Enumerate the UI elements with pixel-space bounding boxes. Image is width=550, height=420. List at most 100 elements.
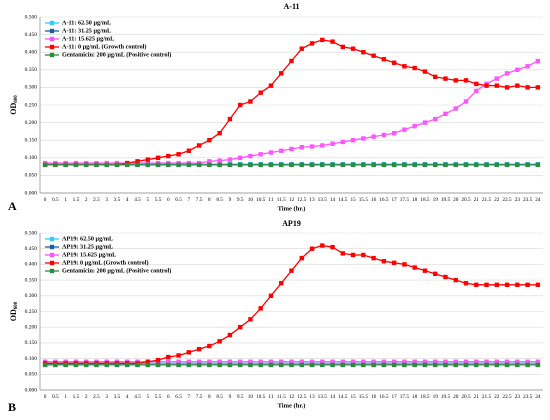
x-tick-label: 10.5 [256,394,266,400]
x-tick-label: 19 [433,394,439,400]
data-point [125,362,130,368]
data-point [53,162,58,168]
data-point [463,362,469,368]
data-point [196,143,202,148]
data-point [237,155,243,160]
x-tick-label: 8 [208,394,211,400]
y-axis-label-main: OD [9,309,18,321]
data-point [186,359,192,364]
x-tick-label: 13.5 [318,394,328,400]
data-point [412,359,417,364]
x-tick-label: 11 [268,394,273,400]
x-tick-label: 19.5 [441,197,451,203]
data-point [176,359,181,364]
data-point [391,260,397,266]
data-point [350,252,356,258]
data-point [494,76,500,81]
x-tick-label: 23 [515,394,521,400]
data-point [309,362,315,368]
data-point [402,162,407,168]
data-point [484,162,489,168]
data-point [433,362,438,368]
data-point [125,162,130,168]
data-point [237,102,243,108]
data-point [433,359,438,364]
x-tick-label: 14 [330,394,336,400]
x-tick-label: 2.5 [93,394,100,400]
x-tick-label: 0 [44,197,47,203]
data-point [289,268,294,273]
legend-marker [49,52,55,58]
data-point [361,50,366,55]
data-point [535,282,541,288]
data-point [268,293,274,298]
data-point [340,362,346,368]
y-tick-label: 0.200 [25,324,38,330]
legend-marker [49,252,55,258]
x-tick-label: 9 [229,197,232,203]
data-point [320,359,325,364]
data-point [402,359,407,364]
x-tick-label: 6.5 [175,394,182,400]
legend-label: Gentamicin: 200 µg/mL (Positive control) [62,267,171,274]
data-point [525,359,530,364]
y-axis-label-sub: 600 [14,95,19,103]
data-point [494,162,500,168]
x-tick-label: 10.5 [256,197,266,203]
x-tick-label: 7 [188,197,191,203]
data-point [422,120,428,125]
data-point [330,39,335,44]
y-tick-label: 0.150 [25,137,38,143]
data-point [42,162,48,168]
data-point [371,362,376,368]
data-point [535,362,541,368]
x-tick-label: 6.5 [175,197,182,203]
data-point [145,362,150,368]
data-point [433,116,438,122]
legend-marker [49,236,55,242]
data-point [381,57,387,62]
data-point [494,359,500,364]
data-point [268,162,274,168]
x-tick-label: 18 [412,197,418,203]
data-point [73,162,79,168]
x-tick-label: 10 [248,197,254,203]
data-point [320,143,325,148]
x-tick-label: 14.5 [338,197,348,203]
data-point [412,362,417,368]
y-tick-label: 0.450 [25,246,38,252]
x-tick-label: 23 [515,197,521,203]
data-point [196,362,202,368]
data-point [299,162,304,168]
data-point [443,111,448,116]
x-tick-label: 13 [309,197,315,203]
data-point [207,138,212,143]
data-point [217,130,222,136]
data-point [463,78,469,83]
data-point [94,362,99,368]
chart-title: A-11 [284,2,300,11]
x-tick-label: 24 [535,394,541,400]
data-point [443,274,448,280]
x-tick-label: 15 [350,394,356,400]
x-tick-label: 3 [105,394,108,400]
data-point [217,158,222,163]
data-point [340,251,346,256]
y-tick-label: 0.050 [25,173,38,179]
x-tick-label: 6 [167,197,170,203]
data-point [433,271,438,277]
x-tick-label: 15.5 [359,197,369,203]
data-point [381,132,387,138]
data-point [279,162,284,168]
y-axis-label-sub: 600 [14,301,19,309]
data-point [412,162,417,168]
data-point [248,162,253,168]
data-point [504,282,510,288]
x-tick-label: 0.5 [52,394,59,400]
data-point [145,359,150,364]
x-tick-label: 1 [64,394,67,400]
data-point [412,65,417,71]
data-point [525,162,530,168]
data-point [474,362,479,368]
